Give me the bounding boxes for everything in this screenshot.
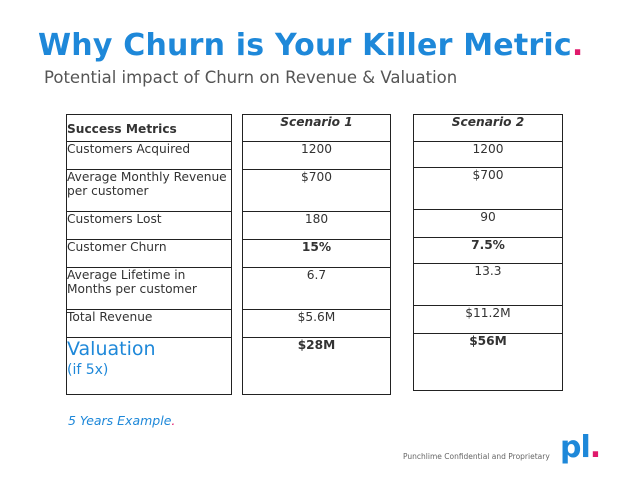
- scenario-1-customers-acquired: 1200: [242, 141, 391, 170]
- scenario-2-valuation: $56M: [413, 333, 563, 391]
- metric-average-lifetime: Average Lifetime in Months per customer: [66, 267, 232, 310]
- metric-customers-acquired: Customers Acquired: [66, 141, 232, 170]
- scenario-2-customers-lost: 90: [413, 209, 563, 238]
- metric-customers-lost: Customers Lost: [66, 211, 232, 240]
- slide-title: Why Churn is Your Killer Metric.: [38, 28, 583, 63]
- logo-dot: .: [589, 430, 601, 465]
- metric-total-revenue: Total Revenue: [66, 309, 232, 338]
- footer-confidential: Punchlime Confidential and Proprietary: [403, 452, 550, 461]
- punchlime-logo: pl.: [560, 430, 601, 465]
- metric-valuation-label: Valuation: [67, 338, 156, 361]
- logo-text: pl: [560, 430, 591, 465]
- metric-valuation-sub: (if 5x): [67, 362, 109, 378]
- scenario-1-total-revenue: $5.6M: [242, 309, 391, 338]
- metrics-table: Success Metrics Customers Acquired Avera…: [66, 114, 232, 395]
- scenario-2-average-monthly-revenue: $700: [413, 167, 563, 210]
- example-note-text: 5 Years Example: [68, 413, 172, 428]
- scenario-2-customers-acquired: 1200: [413, 141, 563, 168]
- scenario-1-header: Scenario 1: [242, 114, 391, 142]
- slide-title-dot: .: [571, 28, 584, 63]
- slide-subtitle: Potential impact of Churn on Revenue & V…: [44, 68, 458, 87]
- scenario-2-average-lifetime: 13.3: [413, 263, 563, 306]
- scenario-2-table: Scenario 2 1200 $700 90 7.5% 13.3 $11.2M…: [413, 114, 563, 391]
- scenario-2-header: Scenario 2: [413, 114, 563, 142]
- scenario-1-customer-churn: 15%: [242, 239, 391, 268]
- metric-average-monthly-revenue: Average Monthly Revenue per customer: [66, 169, 232, 212]
- scenario-1-valuation: $28M: [242, 337, 391, 395]
- metric-customer-churn: Customer Churn: [66, 239, 232, 268]
- example-note-dot: .: [171, 413, 176, 428]
- scenario-1-customers-lost: 180: [242, 211, 391, 240]
- scenario-2-customer-churn: 7.5%: [413, 237, 563, 264]
- metric-valuation: Valuation (if 5x): [66, 337, 232, 395]
- slide-title-text: Why Churn is Your Killer Metric: [38, 28, 572, 63]
- scenario-2-total-revenue: $11.2M: [413, 305, 563, 334]
- scenario-1-average-lifetime: 6.7: [242, 267, 391, 310]
- scenario-1-table: Scenario 1 1200 $700 180 15% 6.7 $5.6M $…: [242, 114, 391, 395]
- example-note: 5 Years Example.: [68, 413, 175, 428]
- scenario-1-average-monthly-revenue: $700: [242, 169, 391, 212]
- metrics-header: Success Metrics: [66, 114, 232, 142]
